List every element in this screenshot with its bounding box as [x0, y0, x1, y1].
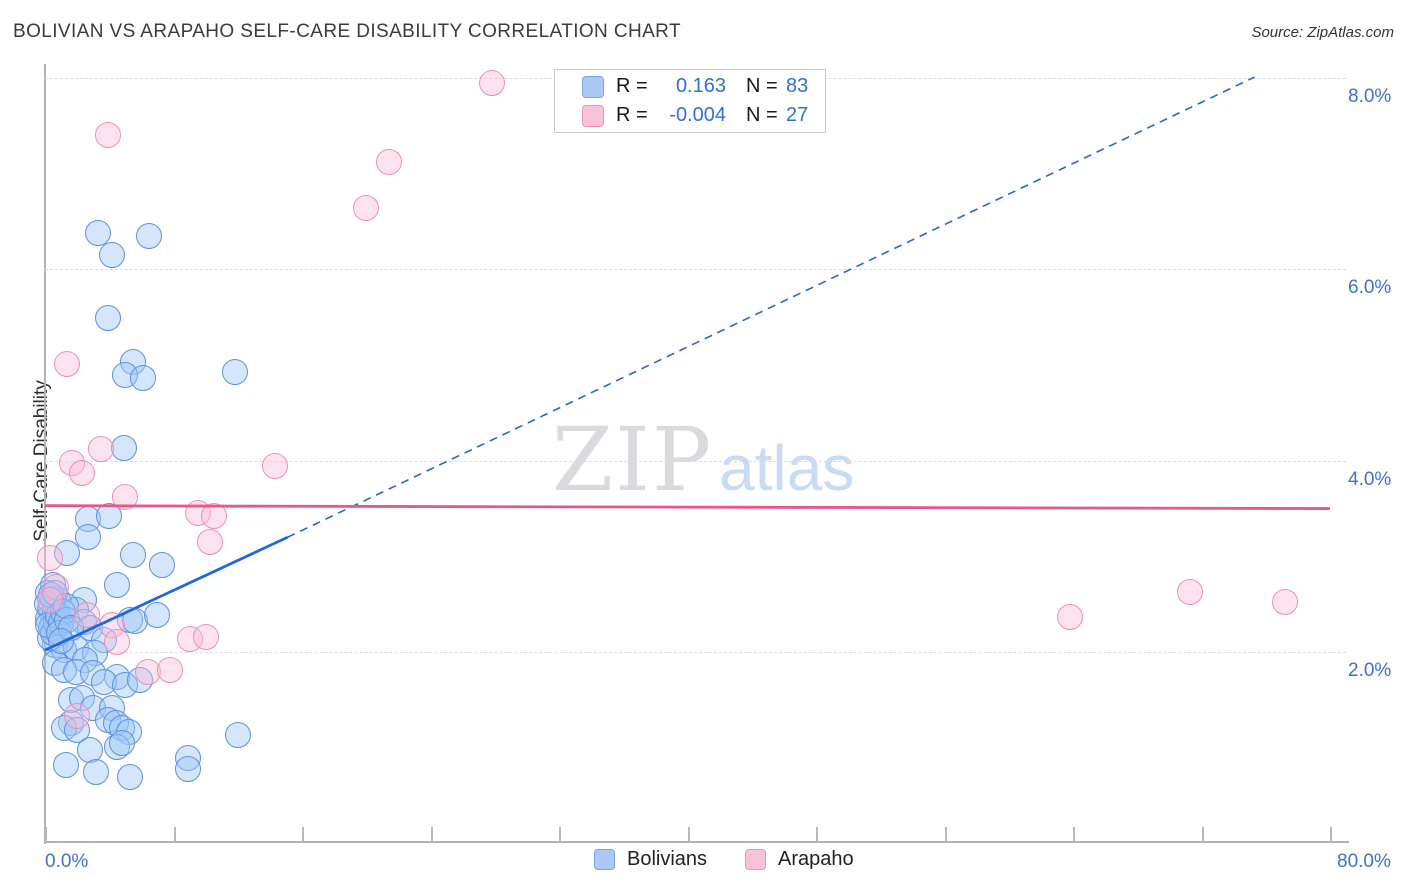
correlation-legend-box: R = 0.163 N = 83 R = -0.004 N = 27 — [554, 69, 826, 133]
gridline-2.0% — [45, 652, 1346, 654]
r-value-bolivians: 0.163 — [675, 75, 726, 97]
legend-row-arapaho: R = -0.004 N = 27 — [555, 103, 825, 129]
n-value-bolivians: 83 — [786, 75, 809, 97]
arapaho-data-point[interactable] — [94, 121, 121, 148]
y-tick-label: 4.0% — [1348, 468, 1392, 490]
bolivians-data-point[interactable] — [144, 601, 171, 628]
bolivians-data-point[interactable] — [75, 524, 102, 551]
watermark-atlas-text: atlas — [719, 432, 855, 504]
bolivians-data-point[interactable] — [52, 751, 79, 778]
bolivians-data-point[interactable] — [76, 736, 103, 763]
x-tick-mark — [302, 827, 304, 842]
r-label: R = — [616, 75, 648, 97]
arapaho-data-point[interactable] — [88, 436, 115, 463]
legend-item-label: Arapaho — [778, 848, 854, 870]
arapaho-data-point[interactable] — [1056, 603, 1083, 630]
n-label: N = — [746, 104, 778, 126]
arapaho-data-point[interactable] — [54, 351, 81, 378]
legend-item-arapaho[interactable]: Arapaho — [745, 848, 854, 871]
x-tick-mark — [173, 827, 176, 842]
arapaho-trend-line-solid — [44, 504, 1331, 510]
r-label: R = — [616, 104, 648, 126]
arapaho-data-point[interactable] — [353, 195, 380, 222]
arapaho-data-point[interactable] — [64, 703, 91, 730]
x-axis-max-label: 80.0% — [1337, 851, 1391, 872]
arapaho-data-point[interactable] — [73, 601, 100, 628]
bolivians-data-point[interactable] — [129, 364, 156, 391]
watermark-zip-text: ZIP — [552, 408, 714, 511]
y-tick-label: 6.0% — [1348, 277, 1392, 299]
x-tick-mark — [1330, 827, 1332, 842]
r-value-arapaho: -0.004 — [669, 104, 726, 126]
x-tick-mark — [559, 827, 561, 842]
x-tick-mark — [816, 827, 818, 842]
bolivians-data-point[interactable] — [136, 222, 163, 249]
n-value-arapaho: 27 — [786, 104, 809, 126]
series-legend: Bolivians Arapaho — [594, 848, 854, 871]
legend-row-bolivians: R = 0.163 N = 83 — [555, 74, 825, 100]
legend-item-label: Bolivians — [627, 848, 708, 870]
arapaho-data-point[interactable] — [68, 460, 95, 487]
source-credit: Source: ZipAtlas.com — [1251, 24, 1394, 41]
legend-item-bolivians[interactable]: Bolivians — [594, 848, 707, 871]
y-tick-label: 2.0% — [1348, 660, 1392, 682]
arapaho-swatch-icon — [582, 104, 604, 127]
bolivians-data-point[interactable] — [48, 627, 75, 654]
arapaho-swatch-icon — [745, 849, 767, 870]
bolivians-data-point[interactable] — [109, 729, 136, 756]
y-axis-line — [44, 64, 46, 844]
arapaho-data-point[interactable] — [200, 503, 227, 530]
bolivians-data-point[interactable] — [221, 358, 248, 385]
n-label: N = — [746, 75, 778, 97]
x-axis-line — [44, 841, 1349, 843]
bolivians-data-point[interactable] — [85, 220, 111, 247]
gridline-6.0% — [45, 269, 1346, 271]
bolivians-swatch-icon — [582, 75, 604, 98]
zipatlas-watermark: ZIP atlas — [552, 408, 854, 511]
bolivians-data-point[interactable] — [120, 542, 147, 569]
bolivians-data-point[interactable] — [110, 435, 137, 462]
bolivians-data-point[interactable] — [224, 722, 251, 749]
bolivians-data-point[interactable] — [99, 242, 126, 269]
x-axis-min-label: 0.0% — [45, 851, 89, 872]
x-tick-mark — [1073, 827, 1075, 842]
arapaho-data-point[interactable] — [112, 484, 139, 511]
gridline-4.0% — [45, 460, 1346, 462]
x-tick-mark — [687, 827, 690, 842]
arapaho-data-point[interactable] — [134, 659, 161, 686]
arapaho-data-point[interactable] — [1177, 578, 1204, 605]
bolivians-data-point[interactable] — [104, 572, 131, 599]
arapaho-data-point[interactable] — [157, 657, 184, 684]
bolivians-data-point[interactable] — [83, 758, 110, 785]
x-tick-mark — [1201, 827, 1204, 842]
bolivians-data-point[interactable] — [174, 755, 201, 782]
arapaho-data-point[interactable] — [375, 149, 402, 176]
y-tick-label: 8.0% — [1348, 86, 1392, 108]
arapaho-data-point[interactable] — [261, 452, 288, 479]
arapaho-data-point[interactable] — [478, 69, 505, 96]
bolivians-trend-line-dashed — [287, 76, 1255, 538]
bolivians-swatch-icon — [594, 849, 615, 870]
arapaho-data-point[interactable] — [197, 529, 224, 556]
arapaho-data-point[interactable] — [36, 545, 63, 572]
bolivians-data-point[interactable] — [94, 305, 121, 332]
x-tick-mark — [430, 827, 433, 842]
page-title: BOLIVIAN VS ARAPAHO SELF-CARE DISABILITY… — [13, 21, 681, 42]
x-tick-mark — [45, 827, 47, 842]
arapaho-data-point[interactable] — [1272, 589, 1299, 616]
arapaho-data-point[interactable] — [192, 623, 219, 650]
bolivians-data-point[interactable] — [149, 552, 176, 578]
bolivians-data-point[interactable] — [117, 764, 144, 791]
x-tick-mark — [944, 827, 947, 842]
